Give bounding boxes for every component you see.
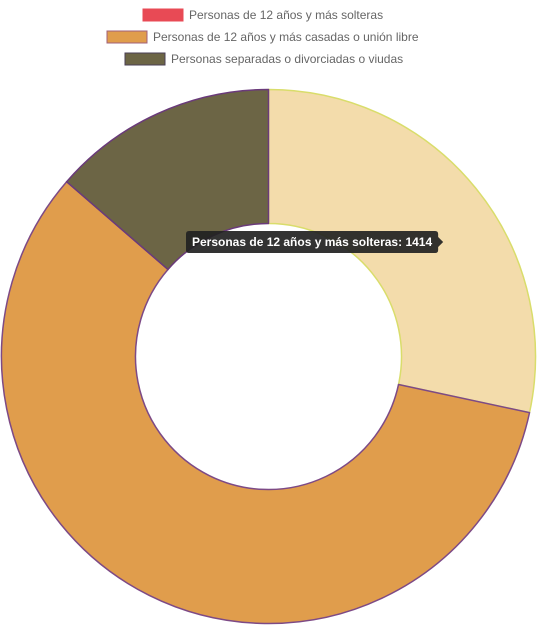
legend-swatch-2[interactable] xyxy=(106,30,148,44)
slice-2[interactable] xyxy=(0,180,531,625)
legend-swatch-3[interactable] xyxy=(124,52,166,66)
legend-swatch-1[interactable] xyxy=(142,8,184,22)
tooltip: Personas de 12 años y más solteras: 1414 xyxy=(186,231,444,253)
legend-label-3[interactable]: Personas separadas o divorciadas o viuda… xyxy=(171,52,403,66)
doughnut-slices xyxy=(0,88,537,625)
tooltip-background xyxy=(186,231,444,253)
legend-label-2[interactable]: Personas de 12 años y más casadas o unió… xyxy=(153,30,419,44)
legend-label-1[interactable]: Personas de 12 años y más solteras xyxy=(189,8,383,22)
legend: Personas de 12 años y más solteras Person… xyxy=(106,8,419,66)
tooltip-text: Personas de 12 años y más solteras: 1414 xyxy=(192,235,432,249)
